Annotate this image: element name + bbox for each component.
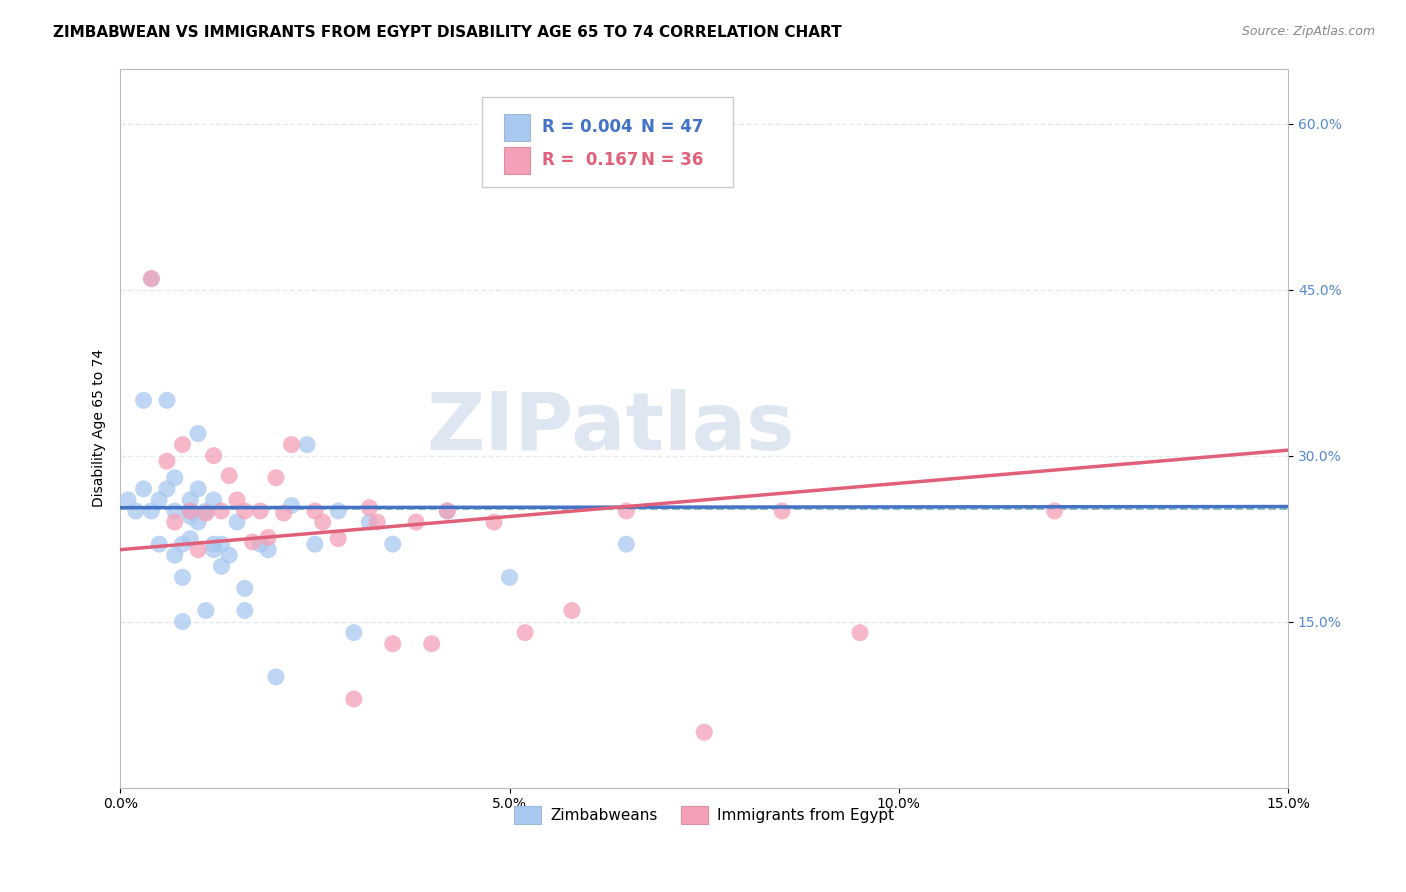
Point: [179, 504, 201, 518]
Point: [156, 393, 179, 408]
Text: R =  0.167: R = 0.167: [541, 152, 638, 169]
Point: [273, 506, 295, 520]
Text: R = 0.004: R = 0.004: [541, 119, 633, 136]
Point: [141, 271, 163, 285]
Point: [614, 504, 637, 518]
Point: [770, 504, 793, 518]
Point: [693, 725, 716, 739]
Point: [194, 603, 217, 617]
Point: [179, 492, 201, 507]
Point: [194, 506, 217, 520]
Point: [498, 570, 520, 584]
Point: [187, 515, 209, 529]
Text: ZIPatlas: ZIPatlas: [426, 389, 794, 467]
FancyBboxPatch shape: [482, 97, 734, 187]
Point: [141, 271, 163, 285]
Point: [513, 625, 536, 640]
Point: [202, 537, 225, 551]
Point: [117, 492, 139, 507]
Point: [257, 531, 280, 545]
Point: [218, 548, 240, 562]
Point: [359, 515, 381, 529]
Point: [163, 471, 186, 485]
Point: [420, 637, 443, 651]
Point: [163, 548, 186, 562]
Point: [187, 426, 209, 441]
Point: [405, 515, 427, 529]
Point: [132, 393, 155, 408]
Point: [163, 504, 186, 518]
Point: [209, 537, 232, 551]
Point: [125, 504, 148, 518]
Point: [304, 504, 326, 518]
Point: [849, 625, 872, 640]
Point: [381, 637, 404, 651]
Point: [249, 537, 271, 551]
Point: [148, 537, 170, 551]
Point: [264, 670, 287, 684]
Point: [343, 625, 366, 640]
Text: ZIMBABWEAN VS IMMIGRANTS FROM EGYPT DISABILITY AGE 65 TO 74 CORRELATION CHART: ZIMBABWEAN VS IMMIGRANTS FROM EGYPT DISA…: [53, 25, 842, 40]
Y-axis label: Disability Age 65 to 74: Disability Age 65 to 74: [93, 349, 107, 507]
Text: N = 36: N = 36: [641, 152, 703, 169]
Text: Source: ZipAtlas.com: Source: ZipAtlas.com: [1241, 25, 1375, 38]
Point: [257, 542, 280, 557]
Point: [328, 504, 350, 518]
Point: [179, 509, 201, 524]
Point: [132, 482, 155, 496]
Point: [1043, 504, 1066, 518]
Point: [280, 499, 302, 513]
Point: [311, 515, 333, 529]
Point: [233, 582, 256, 596]
Point: [233, 504, 256, 518]
Point: [172, 615, 194, 629]
Point: [163, 515, 186, 529]
Point: [614, 537, 637, 551]
Point: [304, 537, 326, 551]
FancyBboxPatch shape: [505, 147, 530, 174]
Point: [187, 482, 209, 496]
Point: [156, 482, 179, 496]
Point: [194, 504, 217, 518]
Point: [202, 542, 225, 557]
FancyBboxPatch shape: [505, 113, 530, 141]
Point: [249, 504, 271, 518]
Point: [436, 504, 458, 518]
Point: [179, 504, 201, 518]
Point: [172, 570, 194, 584]
Point: [209, 559, 232, 574]
Point: [233, 603, 256, 617]
Point: [242, 535, 264, 549]
Point: [366, 515, 388, 529]
Point: [179, 532, 201, 546]
Point: [218, 468, 240, 483]
Point: [295, 437, 318, 451]
Legend: Zimbabweans, Immigrants from Egypt: Zimbabweans, Immigrants from Egypt: [508, 800, 901, 830]
Point: [172, 437, 194, 451]
Point: [226, 492, 249, 507]
Text: N = 47: N = 47: [641, 119, 703, 136]
Point: [482, 515, 505, 529]
Point: [187, 542, 209, 557]
Point: [436, 504, 458, 518]
Point: [561, 603, 583, 617]
Point: [141, 504, 163, 518]
Point: [328, 532, 350, 546]
Point: [359, 500, 381, 515]
Point: [172, 537, 194, 551]
Point: [343, 692, 366, 706]
Point: [202, 449, 225, 463]
Point: [148, 492, 170, 507]
Point: [280, 437, 302, 451]
Point: [202, 492, 225, 507]
Point: [381, 537, 404, 551]
Point: [264, 471, 287, 485]
Point: [156, 454, 179, 468]
Point: [226, 515, 249, 529]
Point: [209, 504, 232, 518]
